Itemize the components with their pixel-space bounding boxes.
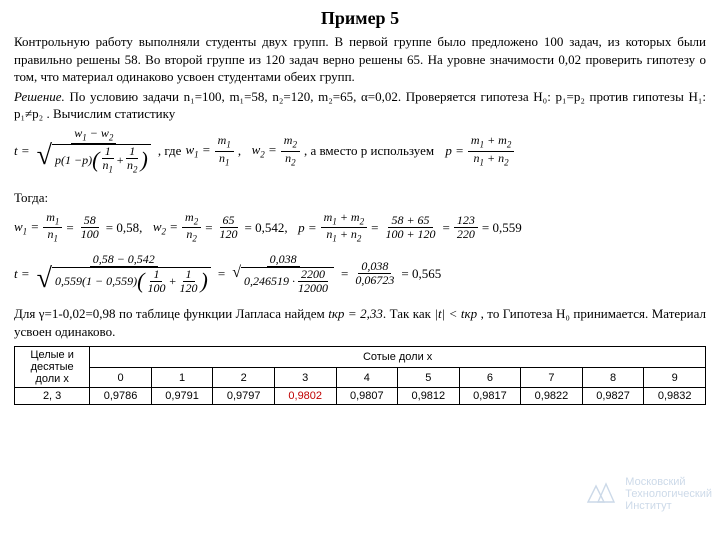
table-cell: 0,9786 <box>90 388 152 405</box>
col-header: 5 <box>398 367 460 388</box>
table-cell: 0,9832 <box>644 388 706 405</box>
row-label: 2, 3 <box>15 388 90 405</box>
formula-values: w1 = m1n1 = 58100 = 0,58, w2 = m2n2 = 65… <box>14 211 706 245</box>
table-cell: 0,9797 <box>213 388 275 405</box>
solution-intro: Решение. По условию задачи n₁=100, m₁=58… <box>14 88 706 123</box>
watermark: Московский Технологический Институт <box>584 476 712 512</box>
solution-label: Решение. <box>14 89 65 104</box>
solution-body: По условию задачи n₁=100, m₁=58, n₂=120,… <box>14 89 706 122</box>
table-cell: 0,9791 <box>151 388 213 405</box>
use-p-label: , а вместо p используем <box>304 143 434 159</box>
conclusion: Для γ=1-0,02=0,98 по таблице функции Лап… <box>14 305 706 340</box>
t-critical: tкр = 2,33 <box>328 306 383 321</box>
formula-t-def: t = w1 − w2 √ p(1 − p) ( 1n1 + 1n2 ) , г… <box>14 127 706 176</box>
table-cell: 0,9807 <box>336 388 398 405</box>
laplace-table: Целые и десятые доли x Сотые доли x 0123… <box>14 346 706 405</box>
table-cell: 0,9802 <box>274 388 336 405</box>
col-header: 2 <box>213 367 275 388</box>
table-cell: 0,9812 <box>398 388 460 405</box>
col-group-header: Сотые доли x <box>90 347 706 368</box>
then-label: Тогда: <box>14 189 706 207</box>
problem-text: Контрольную работу выполняли студенты дв… <box>14 33 706 86</box>
table-cell: 0,9817 <box>459 388 521 405</box>
table-cell: 0,9827 <box>582 388 644 405</box>
col-header: 1 <box>151 367 213 388</box>
col-header: 7 <box>521 367 583 388</box>
col-header: 0 <box>90 367 152 388</box>
col-header: 6 <box>459 367 521 388</box>
col-header: 3 <box>274 367 336 388</box>
col-header: 8 <box>582 367 644 388</box>
col-header: 4 <box>336 367 398 388</box>
row-header: Целые и десятые доли x <box>15 347 90 388</box>
where-label: , где <box>158 143 182 159</box>
table-cell: 0,9822 <box>521 388 583 405</box>
col-header: 9 <box>644 367 706 388</box>
inequality: |t| < tкр <box>434 306 477 321</box>
formula-t-calc: t = 0,58 − 0,542 √ 0,559(1 − 0,559) ( 11… <box>14 253 706 296</box>
page-title: Пример 5 <box>14 8 706 29</box>
